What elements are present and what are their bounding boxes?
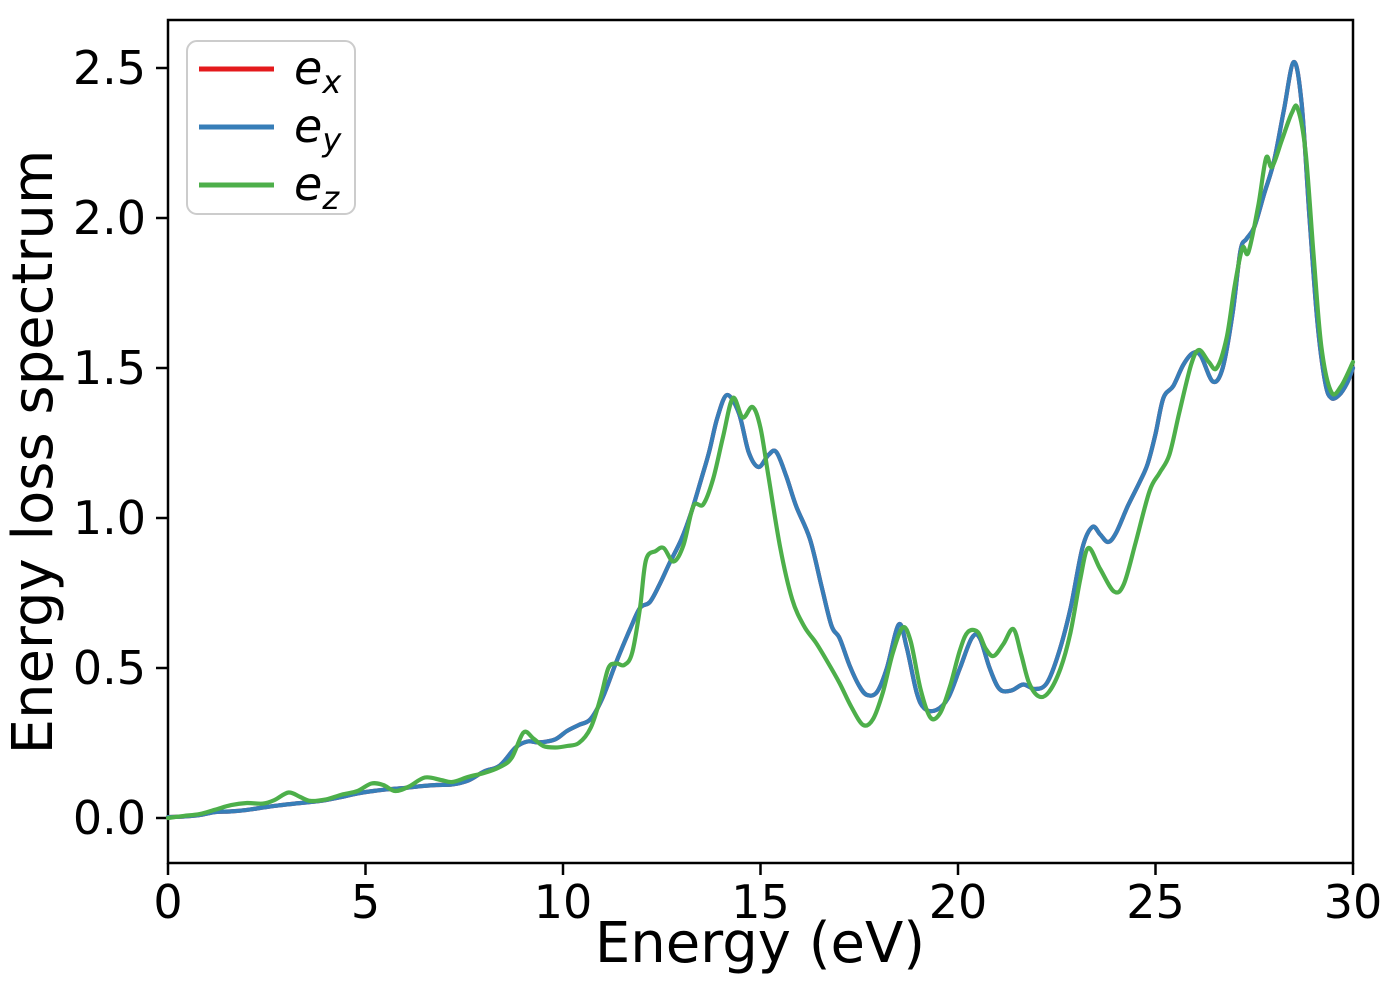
series-line-e_z	[165, 103, 1356, 821]
y-tick-label: 0.5	[73, 641, 146, 695]
legend: ex ey ez	[186, 40, 356, 217]
y-tick-label: 1.0	[73, 491, 146, 545]
x-tick-label: 15	[731, 875, 790, 929]
x-axis-ticks: 0 5 10 15 20 25 30	[153, 863, 1382, 929]
y-tick-label: 2.5	[73, 41, 146, 95]
x-tick-label: 30	[1324, 875, 1383, 929]
y-axis-label: Energy loss spectrum	[1, 150, 66, 755]
x-tick-label: 20	[929, 875, 988, 929]
series-lines	[165, 59, 1356, 821]
legend-label-ey: ey	[294, 99, 342, 159]
y-tick-label: 1.5	[73, 341, 146, 395]
y-axis-ticks: 0.0 0.5 1.0 1.5 2.0 2.5	[73, 41, 168, 845]
legend-label-ex: ex	[294, 41, 342, 101]
x-tick-label: 25	[1126, 875, 1185, 929]
x-tick-label: 10	[534, 875, 593, 929]
y-tick-label: 2.0	[73, 191, 146, 245]
x-tick-label: 0	[153, 875, 182, 929]
series-line-e_y	[165, 59, 1356, 820]
x-axis-label: Energy (eV)	[595, 911, 925, 976]
y-tick-label: 0.0	[73, 791, 146, 845]
x-tick-label: 5	[351, 875, 380, 929]
legend-label-ez: ez	[294, 157, 340, 217]
